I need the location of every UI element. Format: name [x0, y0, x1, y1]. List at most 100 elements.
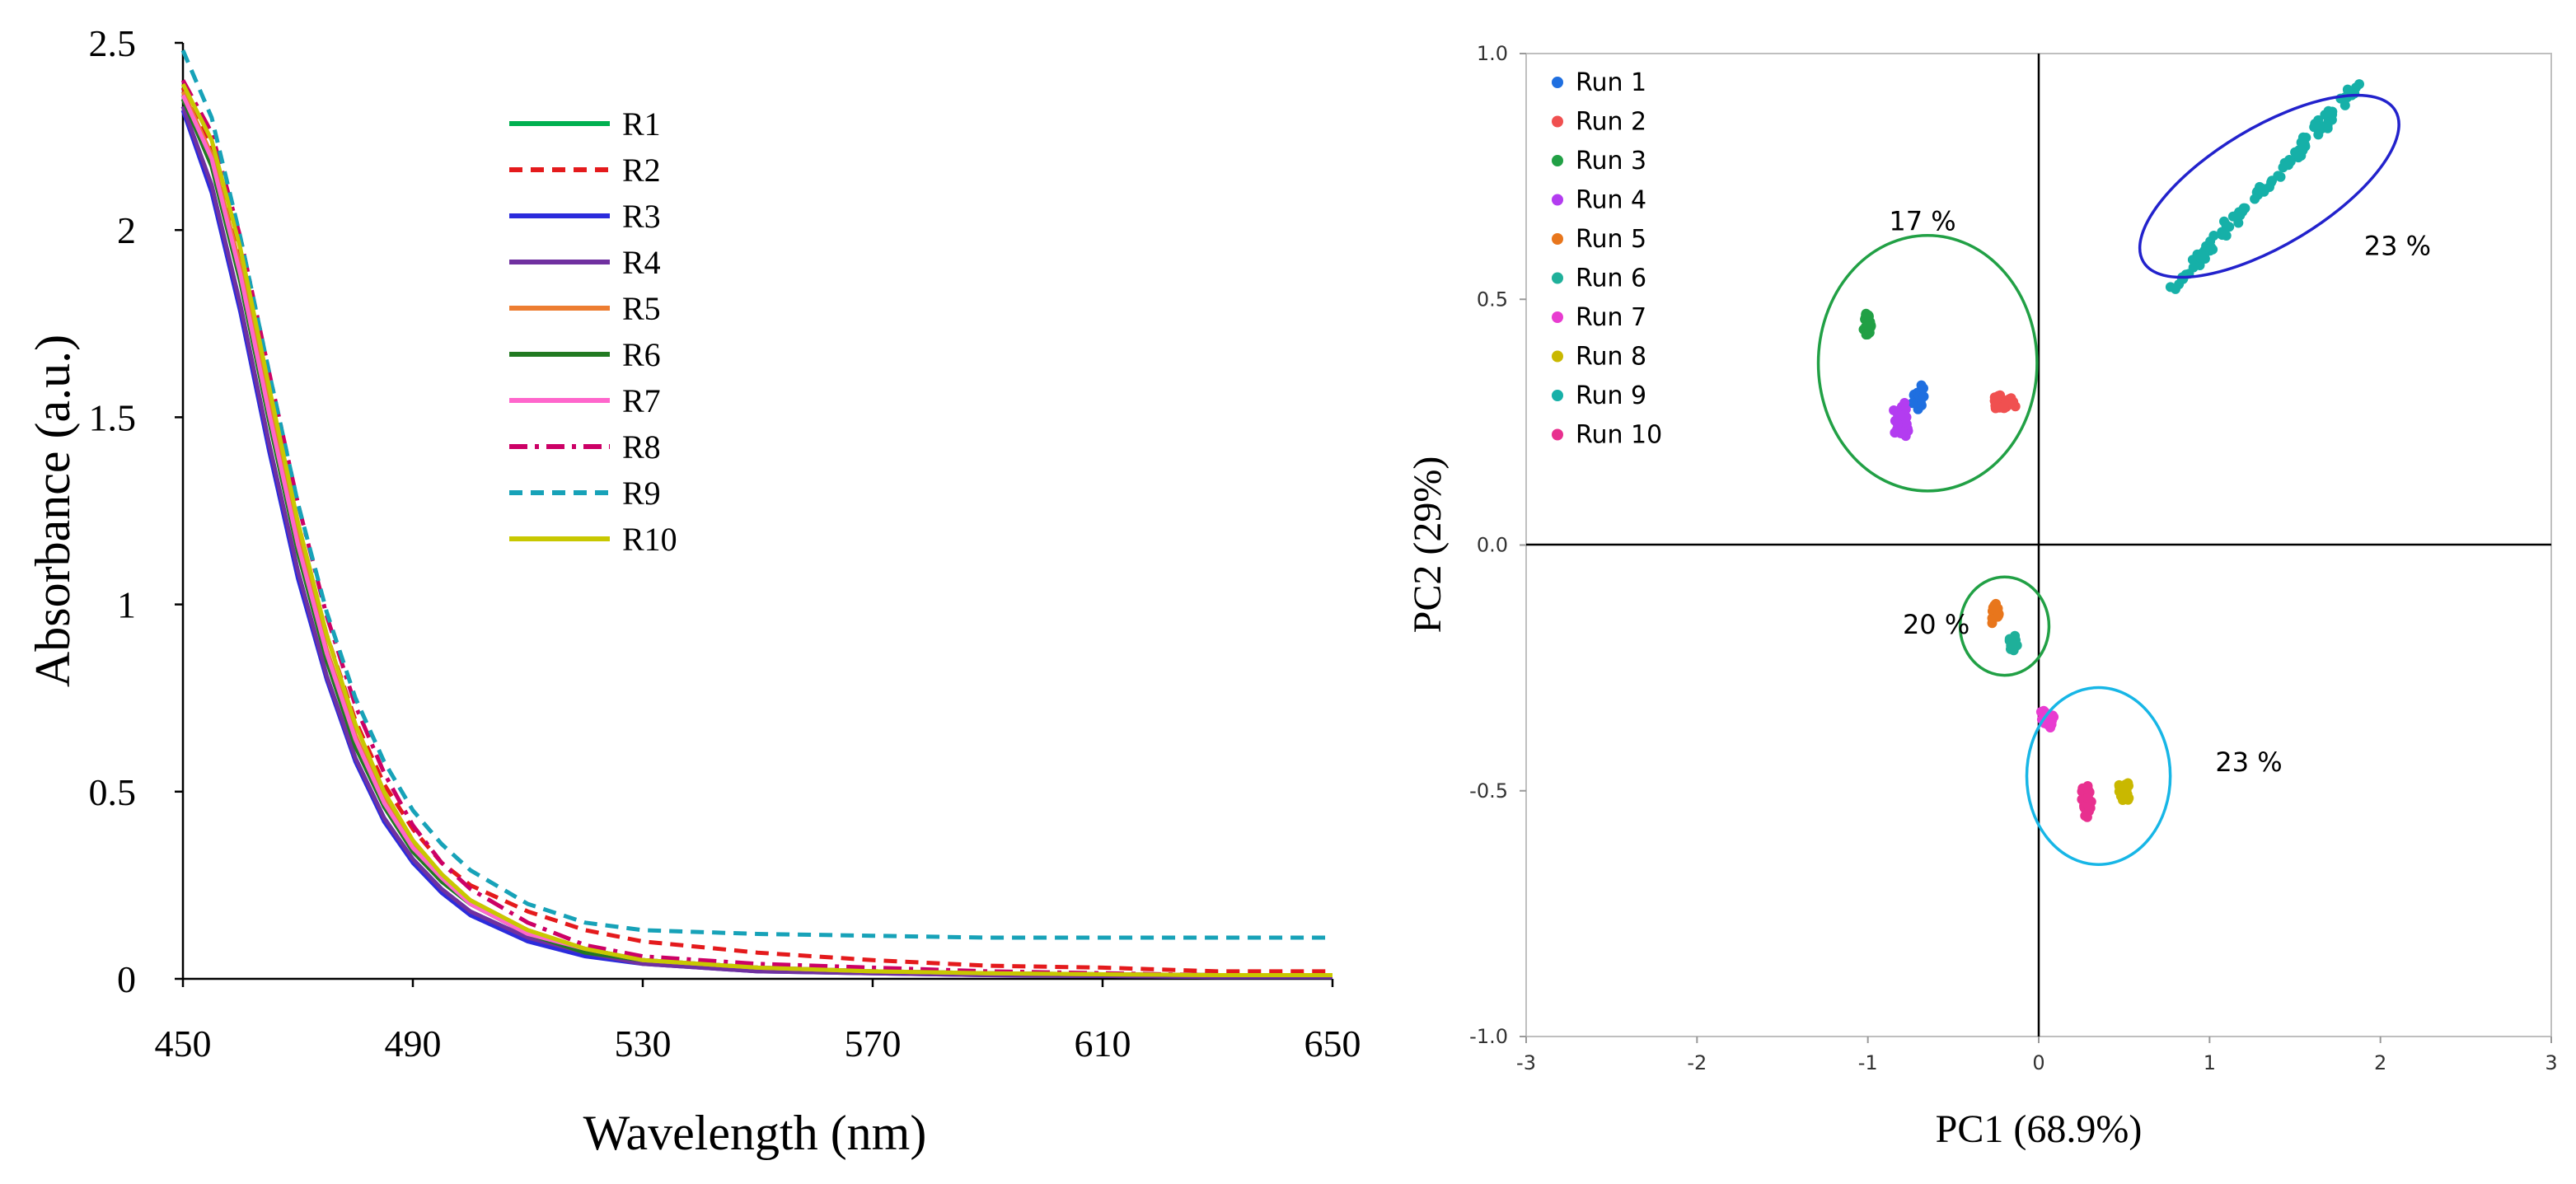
pca-legend-label: Run 3: [1576, 147, 1646, 175]
legend-label-r7: R7: [622, 382, 661, 419]
series-line-r9: [180, 49, 1332, 940]
series-line-r8: [180, 79, 1332, 977]
legend-label-r10: R10: [622, 521, 677, 558]
pca-point: [1993, 610, 2004, 620]
left-y-tick-label: 2.5: [89, 22, 137, 64]
pca-point: [1918, 391, 1929, 402]
legend-label-r2: R2: [622, 152, 661, 189]
pca-point: [2084, 806, 2094, 817]
pca-legend: Run 1 Run 2 Run 3 Run 4 Run 5 Run 6 Run 7 Run 8…: [1552, 68, 1662, 450]
pca-point: [1889, 405, 1899, 415]
pca-point: [2322, 120, 2333, 131]
pca-y-tick-label: 1.0: [1477, 42, 1508, 65]
legend-label-r1: R1: [622, 105, 661, 143]
pca-x-tick-label: -2: [1687, 1051, 1707, 1074]
pca-x-tick-label: 3: [2545, 1051, 2557, 1074]
left-y-tick-label: 1.5: [89, 396, 137, 438]
pca-y-tick-label: 0.5: [1477, 288, 1508, 311]
pca-series-run-10: [2077, 781, 2096, 822]
cluster-ellipse: [2138, 93, 2400, 279]
pca-series-run-4: [1889, 398, 1913, 442]
pca-legend-marker: [1552, 428, 1563, 441]
left-x-tick-label: 650: [1304, 1023, 1361, 1065]
legend-label-r9: R9: [622, 475, 661, 512]
series-line-r3: [180, 109, 1332, 980]
pca-series-run-9: [2165, 79, 2364, 294]
left-legend: R1 R2 R3 R4 R5 R6 R7 R8 R9 R10: [509, 105, 677, 558]
pca-point: [2008, 396, 2019, 407]
pca-x-tick-label: 1: [2204, 1051, 2216, 1074]
series-line-r7: [180, 94, 1332, 977]
series-line-r2: [180, 87, 1332, 974]
pca-y-tick-label: -1.0: [1469, 1025, 1508, 1048]
pca-legend-label: Run 9: [1576, 381, 1646, 410]
pca-series-run-1: [1907, 380, 1929, 414]
pca-legend-marker: [1552, 155, 1563, 166]
pca-point: [2082, 784, 2093, 795]
pca-series-run-8: [2114, 778, 2134, 805]
pca-legend-label: Run 4: [1576, 186, 1646, 215]
pca-legend-label: Run 5: [1576, 225, 1646, 254]
pca-point: [1898, 426, 1908, 437]
series-line-r10: [180, 82, 1332, 977]
pca-point: [2188, 262, 2199, 273]
pca-legend-marker: [1552, 390, 1563, 401]
pca-point: [2273, 171, 2283, 181]
pca-legend-label: Run 2: [1576, 108, 1646, 137]
pca-point: [2118, 795, 2128, 805]
pca-point: [2327, 110, 2338, 119]
pca-point: [2285, 157, 2296, 166]
legend-label-r8: R8: [622, 428, 661, 466]
pca-x-tick-label: 0: [2032, 1051, 2044, 1074]
pca-point: [2171, 283, 2180, 294]
pca-point: [2217, 230, 2227, 241]
pca-legend-marker: [1552, 350, 1563, 363]
left-x-tick-label: 530: [615, 1023, 672, 1065]
legend-label-r4: R4: [622, 244, 661, 281]
pca-point: [2227, 211, 2238, 222]
pca-point: [1991, 394, 2002, 405]
pca-point: [1892, 419, 1903, 429]
pca-x-axis-title: PC1 (68.9%): [1936, 1107, 2143, 1151]
pca-point: [2114, 781, 2124, 792]
pca-y-tick-label: -0.5: [1469, 779, 1508, 803]
pca-point: [2198, 250, 2208, 261]
pca-legend-label: Run 1: [1576, 68, 1646, 97]
series-line-r6: [180, 98, 1332, 977]
left-x-tick-label: 490: [385, 1023, 442, 1065]
pca-point: [1907, 398, 1918, 409]
left-y-tick-label: 2: [117, 209, 136, 251]
pca-point: [2082, 792, 2093, 803]
left-x-tick-label: 610: [1075, 1023, 1131, 1065]
cluster-percentage-label: 23 %: [2364, 231, 2431, 262]
pca-point: [2310, 119, 2321, 129]
pca-point: [2250, 194, 2260, 204]
pca-series-run-2: [1989, 390, 2021, 414]
legend-label-r6: R6: [622, 336, 661, 373]
pca-legend-label: Run 6: [1576, 264, 1646, 293]
pca-legend-marker: [1552, 194, 1563, 206]
pca-series-run-6: [2004, 630, 2022, 656]
pca-point: [2007, 639, 2017, 649]
cluster-ellipse: [1816, 233, 2039, 493]
pca-point: [1918, 383, 1928, 394]
pca-point: [2045, 718, 2056, 729]
pca-point: [2296, 151, 2307, 161]
pca-x-tick-label: -3: [1516, 1051, 1536, 1074]
series-line-r4: [180, 105, 1332, 980]
left-y-tick-label: 0.5: [89, 771, 137, 813]
pca-point: [2296, 137, 2307, 147]
pca-chart: -3 -2 -1 0 1 2 3 -1.0 -0.5 0.0 0.5 1.0 17 % 23 % 20 %…: [1406, 42, 2558, 1151]
pca-series-run-3: [1858, 308, 1876, 340]
pca-point: [2204, 246, 2215, 256]
pca-point: [1863, 321, 1874, 331]
pca-legend-marker: [1552, 311, 1563, 323]
left-x-tick-label: 570: [845, 1023, 902, 1065]
pca-y-tick-label: 0.0: [1477, 534, 1508, 557]
left-y-axis-title: Absorbance (a.u.): [26, 335, 80, 687]
pca-x-tick-label: 2: [2374, 1051, 2386, 1074]
legend-label-r5: R5: [622, 290, 661, 327]
cluster-percentage-label: 20 %: [1903, 609, 1969, 640]
